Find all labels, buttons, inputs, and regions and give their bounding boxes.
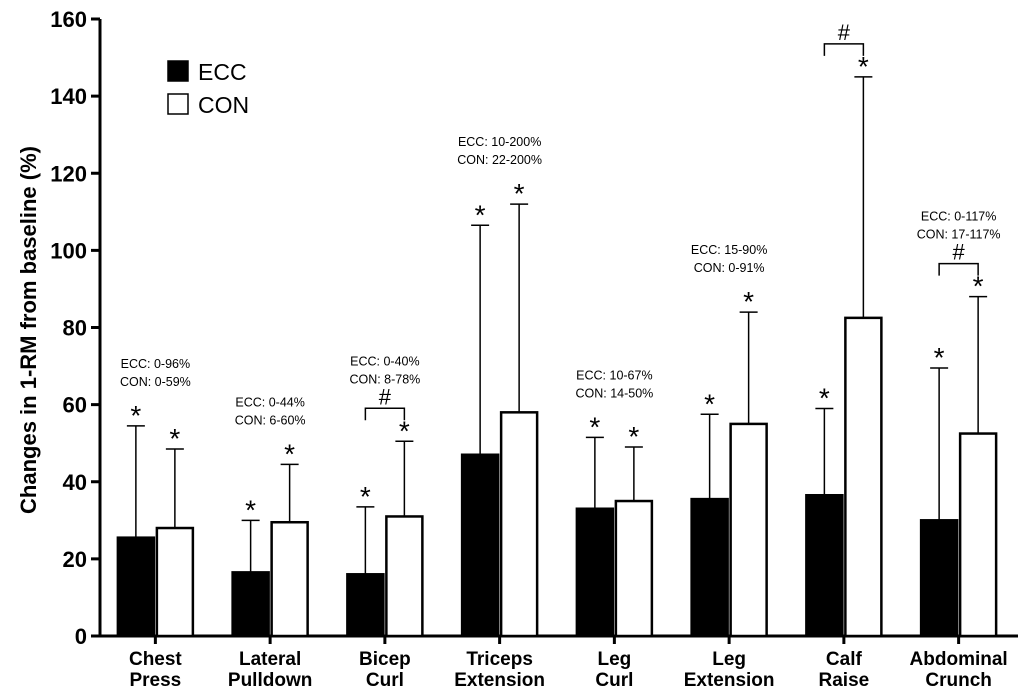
significance-star: * — [399, 415, 410, 446]
bar-ecc — [231, 571, 270, 638]
bars — [116, 316, 998, 638]
range-annotation: ECC: 0-117% — [921, 210, 997, 224]
y-axis-label: Changes in 1-RM from baseline (%) — [16, 146, 41, 514]
x-category-label: Calf — [826, 649, 863, 670]
bar-con — [270, 520, 309, 638]
x-category-label: Abdominal — [910, 649, 1008, 670]
between-group-marker: # — [953, 240, 966, 265]
range-annotation: CON: 17-117% — [917, 228, 1001, 242]
significance-star: * — [589, 411, 600, 442]
x-category-label: Crunch — [925, 670, 992, 690]
significance-star: * — [284, 438, 295, 469]
legend-swatch-ecc — [167, 60, 189, 82]
y-tick-label: 100 — [50, 238, 87, 263]
between-group-marker: # — [838, 20, 851, 45]
bar-con — [844, 316, 883, 638]
bar-ecc — [116, 536, 156, 638]
significance-star: * — [130, 400, 141, 431]
legend-label-ecc: ECC — [198, 59, 247, 85]
bar-ecc — [919, 519, 959, 638]
y-tick-label: 20 — [63, 547, 87, 572]
bar-ecc — [346, 573, 385, 638]
x-category-label: Raise — [819, 670, 870, 690]
significance-star: * — [360, 481, 371, 512]
bar-ecc — [690, 497, 729, 638]
bar-con — [499, 411, 539, 638]
range-annotation: CON: 22-200% — [457, 153, 542, 167]
bar-ecc — [460, 453, 500, 638]
significance-star: * — [934, 342, 945, 373]
y-tick-label: 80 — [63, 316, 87, 341]
bar-con — [958, 432, 998, 638]
x-category-label: Leg — [597, 649, 631, 670]
bar-ecc — [805, 493, 844, 638]
bar-con — [614, 499, 654, 638]
x-category-label: Extension — [684, 670, 775, 690]
y-tick-label: 40 — [63, 470, 87, 495]
x-category-label: Chest — [129, 649, 182, 670]
x-category-label: Pulldown — [228, 670, 312, 690]
y-tick-label: 140 — [50, 84, 87, 109]
x-category-label: Press — [129, 670, 181, 690]
range-annotation: ECC: 15-90% — [691, 243, 767, 257]
significance-star: * — [475, 199, 486, 230]
range-annotation: ECC: 0-40% — [350, 354, 419, 368]
legend-swatch-con — [167, 93, 189, 115]
range-annotation: ECC: 10-67% — [576, 368, 652, 382]
range-annotation: CON: 0-91% — [694, 261, 765, 275]
significance-bracket — [364, 407, 406, 421]
legend-label-con: CON — [198, 92, 249, 118]
x-category-label: Triceps — [466, 649, 533, 670]
significance-bracket — [938, 262, 979, 276]
annotations: * * * * * * * * * * * * * * * * # # # ECC: 0-96% CON: 0-59% E… — [120, 20, 1001, 525]
legend: ECC CON — [167, 59, 249, 118]
significance-star: * — [704, 388, 715, 419]
y-tick-label: 0 — [75, 624, 87, 649]
bar-con — [729, 422, 768, 638]
range-annotation: CON: 6-60% — [235, 413, 306, 427]
y-tick-label: 120 — [50, 161, 87, 186]
between-group-marker: # — [379, 384, 392, 409]
bar-ecc — [575, 507, 615, 638]
x-category-label: Lateral — [239, 649, 301, 670]
y-tick-label: 160 — [50, 7, 87, 32]
range-annotation: ECC: 10-200% — [458, 135, 541, 149]
x-category-label: Extension — [454, 670, 545, 690]
range-annotation: ECC: 0-44% — [235, 395, 304, 409]
x-category-label: Curl — [595, 670, 633, 690]
bar-con — [385, 515, 424, 638]
significance-bracket — [823, 43, 865, 56]
x-category-label: Bicep — [359, 649, 411, 670]
significance-star: * — [858, 51, 869, 82]
significance-star: * — [169, 423, 180, 454]
range-annotation: CON: 0-59% — [120, 375, 191, 389]
significance-star: * — [819, 382, 830, 413]
significance-star: * — [628, 421, 639, 452]
significance-star: * — [973, 271, 984, 302]
significance-star: * — [245, 494, 256, 525]
significance-star: * — [514, 178, 525, 209]
range-annotation: CON: 8-78% — [349, 372, 420, 386]
y-tick-label: 60 — [63, 393, 87, 418]
error-bars — [126, 76, 988, 575]
significance-star: * — [743, 286, 754, 317]
bar-con — [155, 526, 195, 638]
range-annotation: ECC: 0-96% — [121, 357, 190, 371]
range-annotation: CON: 14-50% — [575, 386, 653, 400]
x-category-label: Curl — [366, 670, 404, 690]
x-category-label: Leg — [712, 649, 746, 670]
